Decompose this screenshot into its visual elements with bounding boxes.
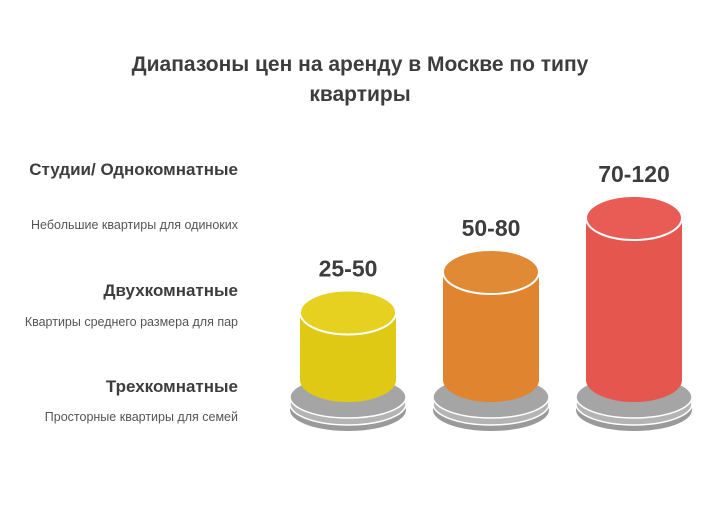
bar-top-1 <box>442 249 540 295</box>
category-desc-three-room: Просторные квартиры для семей <box>44 410 238 424</box>
value-label-0: 25-50 <box>319 256 378 282</box>
bar-top-0 <box>299 289 397 336</box>
category-desc-two-room: Квартиры среднего размера для пар <box>24 315 238 329</box>
bar-body-1 <box>443 272 539 402</box>
value-label-2: 70-120 <box>598 161 670 187</box>
value-label-1: 50-80 <box>462 215 521 241</box>
category-name-two-room: Двухкомнатные <box>103 281 238 300</box>
bar-body-0 <box>300 312 396 402</box>
category-name-studio: Студии/ Однокомнатные <box>29 160 238 179</box>
chart-title: Диапазоны цен на аренду в Москве по типу… <box>131 53 589 106</box>
bar-top-2 <box>585 195 683 241</box>
bar-body-2 <box>586 218 682 402</box>
category-desc-studio: Небольшие квартиры для одиноких <box>31 218 238 232</box>
category-name-three-room: Трехкомнатные <box>105 377 238 396</box>
